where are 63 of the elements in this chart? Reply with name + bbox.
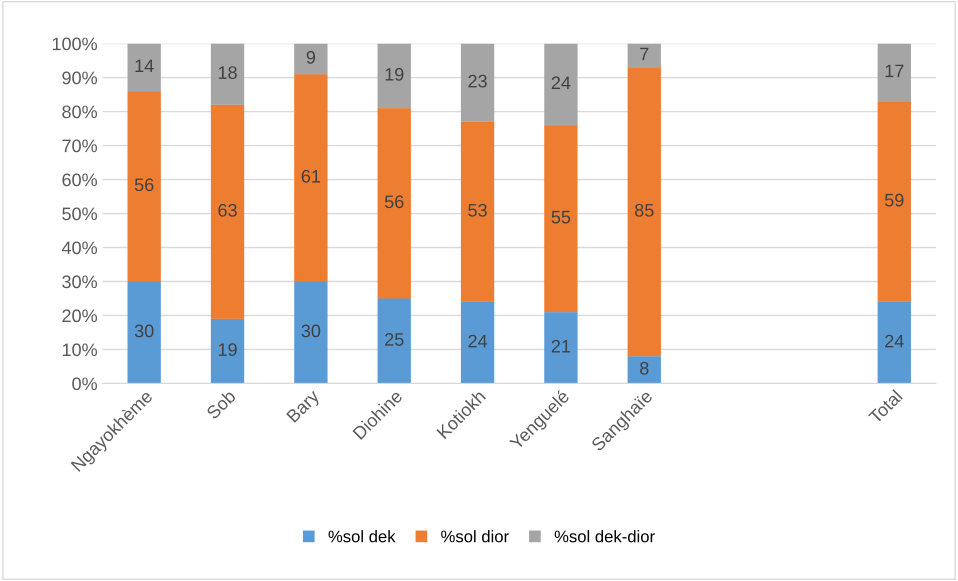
y-tick-label: 100% — [52, 38, 98, 50]
y-tick-label: 30% — [62, 275, 98, 288]
data-label: 19 — [386, 68, 404, 81]
bar — [628, 356, 661, 384]
bar — [128, 91, 161, 282]
bar — [878, 302, 911, 384]
bar — [460, 44, 494, 122]
data-label: 24 — [552, 76, 570, 90]
data-label: 18 — [218, 66, 237, 80]
y-tick-label: 90% — [62, 72, 98, 84]
bar — [128, 281, 161, 384]
bar — [628, 67, 661, 356]
y-tick-label: 60% — [62, 173, 98, 186]
legend-label: %sol dior — [441, 530, 509, 542]
data-label: 19 — [218, 343, 237, 356]
bar — [128, 44, 161, 92]
bar — [544, 312, 578, 384]
bar — [210, 104, 244, 319]
bar — [378, 44, 411, 108]
data-label: 63 — [218, 204, 237, 217]
y-tick-label: 40% — [62, 241, 98, 254]
bar — [544, 125, 578, 312]
bar — [294, 44, 328, 74]
bar — [378, 298, 411, 384]
bar — [544, 44, 578, 126]
bar — [294, 281, 328, 384]
data-label: 56 — [384, 195, 404, 208]
data-label: 59 — [884, 194, 904, 206]
y-tick-label: 0% — [72, 377, 98, 390]
data-label: 21 — [552, 340, 570, 352]
bar — [460, 302, 494, 384]
bar — [210, 318, 244, 384]
y-tick-label: 50% — [62, 207, 98, 220]
bar — [628, 44, 661, 68]
data-label: 24 — [468, 334, 488, 348]
data-label: 55 — [552, 210, 570, 224]
data-label: 30 — [134, 324, 154, 338]
bar — [378, 108, 411, 298]
bar — [878, 44, 911, 102]
data-label: 53 — [468, 204, 487, 217]
data-label: 8 — [640, 362, 648, 375]
data-label: 14 — [136, 60, 154, 72]
bar — [210, 44, 244, 105]
data-label: 25 — [385, 333, 404, 346]
y-tick-label: 20% — [62, 309, 98, 322]
legend-label: %sol dek-dior — [554, 530, 655, 542]
data-label: 7 — [640, 48, 648, 60]
bar — [878, 101, 911, 302]
data-label: 23 — [468, 74, 487, 88]
data-label: 30 — [302, 324, 320, 338]
data-label: 24 — [885, 334, 904, 348]
data-label: 85 — [635, 204, 654, 217]
data-label: 17 — [886, 64, 904, 78]
bar — [460, 122, 494, 302]
data-label: 61 — [302, 170, 320, 183]
bar — [294, 74, 328, 282]
y-tick-label: 10% — [62, 343, 98, 356]
data-label: 56 — [134, 178, 154, 192]
y-tick-label: 70% — [62, 139, 98, 152]
legend-label: %sol dek — [328, 530, 396, 542]
x-tick-label: Sob — [205, 388, 236, 420]
y-tick-label: 80% — [62, 105, 98, 118]
data-label: 9 — [306, 50, 316, 64]
